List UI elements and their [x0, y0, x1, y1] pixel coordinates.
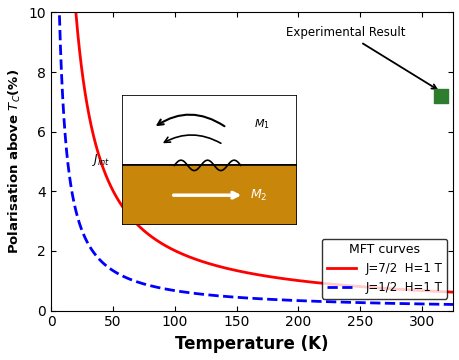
J=1/2  H=1 T	[416, 302, 421, 306]
Text: $J_{int}$: $J_{int}$	[91, 152, 110, 168]
J=1/2  H=1 T	[449, 302, 455, 307]
J=1/2  H=1 T	[78, 227, 84, 231]
J=1/2  H=1 T	[101, 261, 106, 266]
J=7/2  H=1 T	[389, 287, 394, 291]
Bar	[122, 165, 296, 225]
J=1/2  H=1 T	[56, 13, 62, 17]
J=1/2  H=1 T	[244, 296, 250, 300]
J=7/2  H=1 T	[449, 290, 455, 294]
X-axis label: Temperature (K): Temperature (K)	[175, 335, 328, 353]
J=1/2  H=1 T	[171, 288, 176, 293]
J=7/2  H=1 T	[225, 266, 230, 271]
Bar	[122, 95, 296, 165]
J=7/2  H=1 T	[373, 285, 378, 290]
Point	[436, 93, 443, 99]
Y-axis label: Polarisation above $T_C$(%): Polarisation above $T_C$(%)	[7, 69, 23, 254]
Legend: J=7/2  H=1 T, J=1/2  H=1 T: J=7/2 H=1 T, J=1/2 H=1 T	[321, 239, 446, 299]
J=1/2  H=1 T	[169, 288, 175, 292]
Line: J=7/2  H=1 T: J=7/2 H=1 T	[76, 13, 452, 292]
Text: $M_2$: $M_2$	[249, 188, 266, 203]
Line: J=1/2  H=1 T: J=1/2 H=1 T	[59, 15, 452, 305]
J=7/2  H=1 T	[412, 288, 417, 292]
Text: Experimental Result: Experimental Result	[285, 26, 436, 89]
J=7/2  H=1 T	[266, 274, 271, 279]
Text: $M_1$: $M_1$	[253, 117, 269, 131]
J=7/2  H=1 T	[420, 288, 425, 293]
J=7/2  H=1 T	[73, 10, 78, 15]
